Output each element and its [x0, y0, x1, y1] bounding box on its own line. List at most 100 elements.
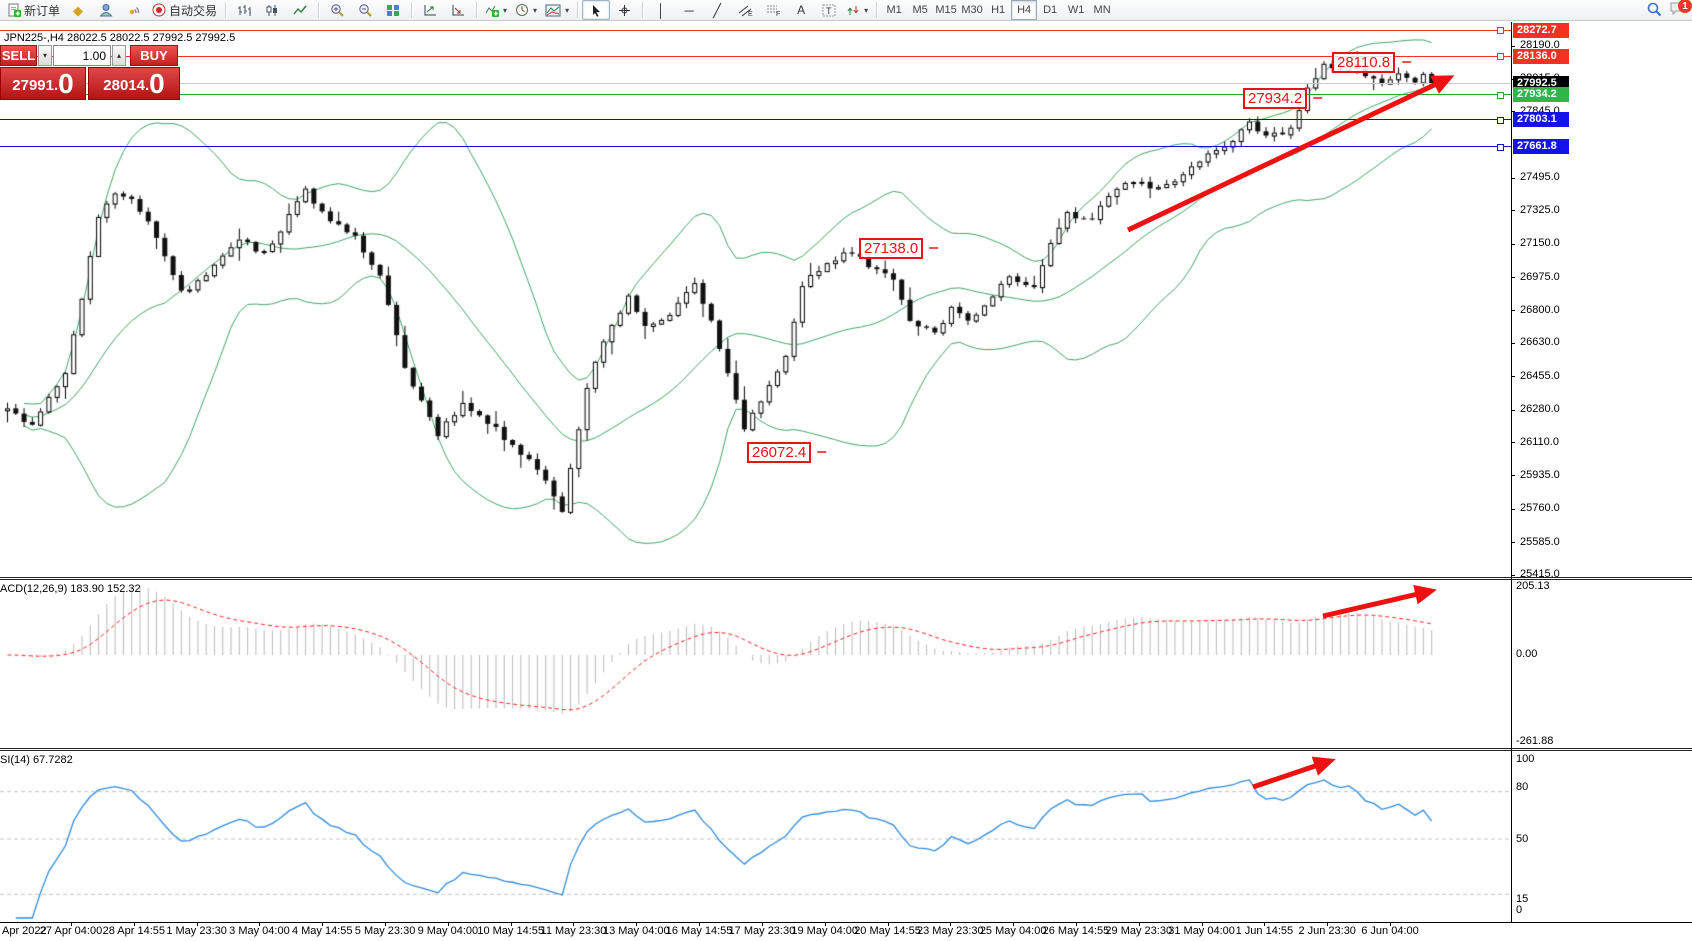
volume-input[interactable] — [53, 45, 111, 66]
date-tick — [259, 922, 261, 926]
clock-button[interactable]: ▾ — [511, 0, 541, 20]
new-order-icon — [8, 3, 21, 17]
bar-chart-button[interactable] — [230, 0, 258, 20]
channel-icon: E — [738, 5, 753, 17]
vertical-line-icon: │ — [657, 2, 666, 18]
pane-separator[interactable] — [0, 750, 1692, 751]
timeframe-d1[interactable]: D1 — [1043, 4, 1058, 16]
macd-label: ACD(12,26,9) 183.90 152.32 — [0, 583, 141, 595]
horizontal-line-object[interactable] — [0, 94, 1511, 96]
timeframe-h4[interactable]: H4 — [1011, 0, 1038, 20]
pane-separator[interactable] — [0, 577, 1692, 578]
svg-text:T: T — [826, 6, 832, 16]
signals-button[interactable] — [120, 0, 148, 20]
cursor-button[interactable] — [582, 0, 611, 20]
price-tick — [1511, 111, 1515, 113]
price-callout[interactable]: 26072.4 — [747, 442, 812, 463]
trend-arrow[interactable] — [1126, 75, 1455, 233]
line-handle[interactable] — [1497, 116, 1504, 124]
buy-button[interactable]: BUY — [130, 45, 178, 66]
buy-price[interactable]: 28014. 0 — [88, 67, 180, 100]
date-label: 20 May 14:55 — [854, 925, 921, 937]
horizontal-line-button[interactable]: ─ — [675, 0, 703, 20]
sell-button[interactable]: SELL — [0, 45, 37, 66]
channel-button[interactable]: E — [731, 0, 759, 20]
fibonacci-button[interactable]: F — [759, 0, 787, 20]
profile-button[interactable] — [92, 0, 120, 20]
buy-price-large: 0 — [149, 68, 165, 99]
price-tick — [1511, 45, 1515, 47]
line-handle[interactable] — [1497, 53, 1504, 61]
rsi-axis-label: 80 — [1516, 781, 1529, 793]
svg-text:E: E — [748, 11, 753, 17]
text-label-button[interactable]: T — [815, 0, 843, 20]
diamond-icon: ◆ — [73, 2, 84, 18]
horizontal-line-icon: ─ — [684, 2, 694, 18]
toolbar: 新订单 ◆ 自动交易 ▾ ▾ ▾ — [0, 0, 1692, 21]
add-indicator-caret: ▾ — [503, 5, 508, 15]
timeframe-w1[interactable]: W1 — [1067, 4, 1085, 16]
zoom-out-button[interactable] — [351, 0, 379, 20]
clock-icon — [516, 4, 529, 16]
autotrading-button[interactable]: 自动交易 — [148, 0, 221, 20]
text-button[interactable]: A — [787, 0, 815, 20]
sell-price[interactable]: 27991. 0 — [0, 67, 86, 100]
line-handle[interactable] — [1497, 27, 1504, 35]
add-indicator-button[interactable]: ▾ — [481, 0, 511, 20]
zoom-in-button[interactable] — [323, 0, 351, 20]
timeframe-mn[interactable]: MN — [1093, 4, 1111, 16]
line-chart-button[interactable] — [286, 0, 314, 20]
notifications-button[interactable]: 1 — [1670, 0, 1692, 18]
indicators-axis-button[interactable] — [416, 0, 444, 20]
volume-increase-button[interactable]: ▴ — [112, 45, 126, 66]
price-tick-label: 27495.0 — [1520, 171, 1560, 184]
horizontal-line-object[interactable] — [0, 55, 1511, 57]
period-axis-button[interactable] — [444, 0, 472, 20]
arrows-button[interactable]: ▾ — [843, 0, 872, 20]
macd-axis-label: -261.88 — [1516, 735, 1554, 747]
new-order-button[interactable]: 新订单 — [4, 0, 64, 20]
timeframe-h1[interactable]: H1 — [991, 4, 1006, 16]
crosshair-button[interactable] — [610, 0, 638, 20]
timeframe-m15[interactable]: M15 — [935, 4, 957, 16]
period-axis-icon — [452, 4, 465, 15]
date-label: 13 May 04:00 — [602, 925, 670, 937]
timeframe-m5[interactable]: M5 — [912, 4, 928, 16]
line-handle[interactable] — [1497, 143, 1504, 151]
market-diamond-button[interactable]: ◆ — [64, 0, 92, 20]
price-badge: 27934.2 — [1513, 87, 1569, 103]
price-callout[interactable]: 27138.0 — [859, 238, 924, 259]
pane-separator[interactable] — [0, 579, 1692, 580]
trend-arrow[interactable] — [1252, 756, 1336, 790]
volume-decrease-button[interactable]: ▾ — [38, 45, 52, 66]
tile-windows-icon — [387, 4, 400, 16]
timeframe-m30[interactable]: M30 — [961, 4, 983, 16]
macd-axis-label: 0.00 — [1516, 648, 1538, 660]
price-callout[interactable]: 27934.2 — [1243, 88, 1308, 109]
price-callout[interactable]: 28110.8 — [1332, 52, 1396, 73]
pane-separator[interactable] — [0, 748, 1692, 749]
date-tick — [133, 922, 135, 926]
zoom-in-icon — [331, 4, 344, 17]
horizontal-line-object[interactable] — [0, 83, 1511, 85]
price-tick-label: 25585.0 — [1520, 535, 1560, 548]
date-label: 11 May 23:30 — [540, 925, 607, 937]
horizontal-line-object[interactable] — [0, 119, 1511, 121]
line-handle[interactable] — [1497, 91, 1504, 99]
tile-windows-button[interactable] — [379, 0, 407, 20]
price-tick-label: 26110.0 — [1520, 435, 1559, 448]
horizontal-line-object[interactable] — [0, 146, 1511, 148]
date-tick — [1138, 922, 1140, 926]
candlestick-chart-button[interactable] — [258, 0, 286, 20]
template-button[interactable]: ▾ — [541, 0, 573, 20]
vertical-line-button[interactable]: │ — [647, 0, 675, 20]
search-icon[interactable] — [1647, 2, 1662, 17]
price-tick-label: 27325.0 — [1520, 203, 1560, 216]
date-tick — [510, 922, 512, 926]
chart-canvas[interactable] — [0, 22, 1512, 922]
timeframe-m1[interactable]: M1 — [886, 4, 902, 16]
date-tick — [1075, 922, 1077, 926]
trendline-button[interactable]: ╱ — [703, 0, 731, 20]
horizontal-line-object[interactable] — [0, 29, 1511, 31]
trend-arrow[interactable] — [1322, 584, 1437, 619]
